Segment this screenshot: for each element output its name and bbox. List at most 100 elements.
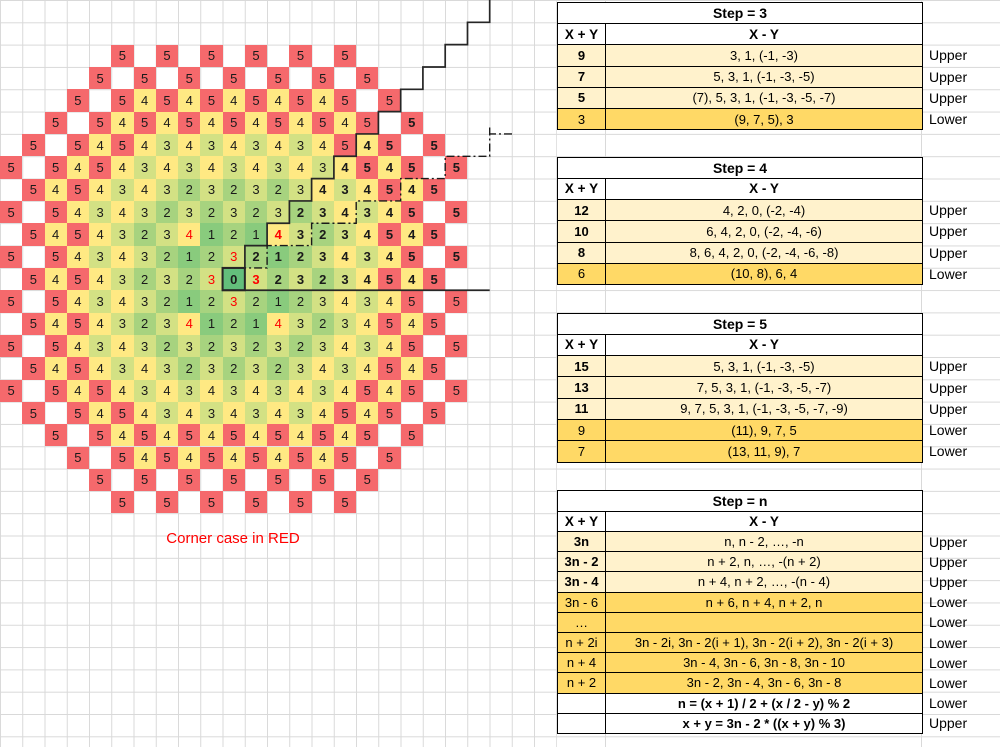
grid-cell[interactable]: 4 — [155, 379, 179, 402]
grid-cell[interactable]: 4 — [244, 111, 268, 134]
grid-cell[interactable]: 4 — [155, 156, 179, 179]
grid-cell[interactable]: 5 — [89, 468, 112, 492]
grid-cell[interactable]: 5 — [178, 468, 201, 492]
xy-cell[interactable] — [557, 712, 606, 734]
grid-cell[interactable]: 5 — [222, 424, 245, 447]
grid-cell[interactable]: 4 — [200, 379, 223, 402]
xy-cell[interactable]: n + 2 — [557, 672, 606, 694]
grid-cell[interactable]: 5 — [200, 44, 223, 67]
grid-cell[interactable]: 5 — [44, 245, 67, 268]
grid-cell[interactable]: 2 — [222, 357, 245, 380]
grid-cell[interactable]: 4 — [333, 334, 357, 358]
grid-cell[interactable]: 4 — [378, 334, 401, 358]
grid-cell[interactable]: 4 — [378, 156, 401, 179]
grid-cell[interactable]: 2 — [155, 290, 179, 313]
grid-cell[interactable]: 5 — [178, 424, 201, 447]
grid-cell[interactable]: 5 — [155, 44, 179, 67]
grid-cell[interactable]: 4 — [178, 312, 201, 335]
grid-cell[interactable]: 5 — [155, 446, 179, 469]
grid-cell[interactable]: 3 — [222, 245, 245, 268]
grid-cell[interactable]: 4 — [133, 357, 156, 380]
grid-cell[interactable]: 2 — [289, 290, 312, 313]
grid-cell[interactable]: 3 — [289, 178, 312, 201]
grid-cell[interactable]: 4 — [311, 357, 334, 380]
grid-cell[interactable]: 3 — [89, 245, 112, 268]
grid-cell[interactable]: 4 — [89, 312, 112, 335]
column-header-xy[interactable]: X + Y — [557, 23, 606, 46]
grid-cell[interactable]: 5 — [44, 200, 67, 224]
grid-cell[interactable]: 2 — [178, 357, 201, 380]
grid-cell[interactable]: 4 — [44, 267, 67, 291]
grid-cell[interactable]: 4 — [378, 245, 401, 268]
grid-cell[interactable]: 5 — [400, 424, 423, 447]
grid-cell[interactable]: 4 — [333, 379, 357, 402]
grid-cell[interactable]: 4 — [44, 223, 67, 246]
grid-cell[interactable]: 3 — [289, 401, 312, 425]
grid-cell[interactable]: 4 — [289, 424, 312, 447]
grid-cell[interactable]: 5 — [89, 111, 112, 134]
grid-cell[interactable]: 4 — [133, 446, 156, 469]
grid-cell[interactable]: 2 — [155, 200, 179, 224]
grid-cell[interactable]: 2 — [244, 334, 268, 358]
grid-cell[interactable]: 4 — [89, 357, 112, 380]
grid-cell[interactable]: 1 — [200, 223, 223, 246]
grid-cell[interactable]: 3 — [289, 133, 312, 157]
grid-cell[interactable]: 5 — [66, 312, 90, 335]
xy-cell[interactable]: n + 4 — [557, 652, 606, 674]
x-minus-y-cell[interactable]: (9, 7, 5), 3 — [605, 107, 923, 131]
grid-cell[interactable]: 5 — [378, 446, 401, 469]
x-minus-y-cell[interactable]: 3n - 2, 3n - 4, 3n - 6, 3n - 8 — [605, 672, 923, 694]
grid-cell[interactable]: 1 — [244, 312, 268, 335]
grid-cell[interactable]: 4 — [311, 446, 334, 469]
x-minus-y-cell[interactable]: n + 2, n, …, -(n + 2) — [605, 551, 923, 573]
grid-cell[interactable]: 3 — [111, 357, 134, 380]
x-minus-y-cell[interactable]: (13, 11, 9), 7 — [605, 440, 923, 463]
grid-cell[interactable]: 4 — [155, 424, 179, 447]
grid-cell[interactable]: 4 — [333, 156, 357, 179]
grid-cell[interactable]: 2 — [155, 245, 179, 268]
grid-cell[interactable]: 4 — [400, 178, 423, 201]
grid-cell[interactable]: 3 — [311, 334, 334, 358]
corner-case-caption[interactable]: Corner case in RED — [166, 530, 300, 547]
grid-cell[interactable]: 5 — [445, 334, 468, 358]
grid-cell[interactable]: 5 — [155, 491, 179, 514]
grid-cell[interactable]: 3 — [356, 245, 379, 268]
xy-cell[interactable]: 11 — [557, 397, 606, 420]
xy-cell[interactable]: 3n - 4 — [557, 571, 606, 593]
grid-cell[interactable]: 4 — [267, 401, 290, 425]
grid-cell[interactable]: 4 — [66, 290, 90, 313]
grid-cell[interactable]: 5 — [400, 156, 423, 179]
grid-cell[interactable]: 2 — [200, 245, 223, 268]
xy-cell[interactable]: 5 — [557, 86, 606, 109]
grid-cell[interactable]: 5 — [0, 334, 23, 358]
grid-cell[interactable]: 4 — [66, 334, 90, 358]
grid-cell[interactable]: 4 — [356, 312, 379, 335]
grid-cell[interactable]: 5 — [356, 111, 379, 134]
x-minus-y-cell[interactable]: 3n - 4, 3n - 6, 3n - 8, 3n - 10 — [605, 652, 923, 674]
grid-cell[interactable]: 5 — [400, 200, 423, 224]
grid-cell[interactable]: 3 — [244, 401, 268, 425]
grid-cell[interactable]: 4 — [111, 156, 134, 179]
grid-cell[interactable]: 2 — [267, 267, 290, 291]
grid-cell[interactable]: 4 — [66, 245, 90, 268]
grid-cell[interactable]: 3 — [311, 379, 334, 402]
grid-cell[interactable]: 3 — [111, 312, 134, 335]
grid-cell[interactable]: 4 — [222, 133, 245, 157]
grid-cell[interactable]: 1 — [200, 312, 223, 335]
grid-cell[interactable]: 4 — [111, 290, 134, 313]
grid-cell[interactable]: 4 — [111, 334, 134, 358]
grid-cell[interactable]: 3 — [222, 379, 245, 402]
grid-cell[interactable]: 5 — [400, 111, 423, 134]
grid-cell[interactable]: 5 — [133, 468, 156, 492]
x-minus-y-cell[interactable]: (10, 8), 6, 4 — [605, 262, 923, 285]
grid-cell[interactable]: 2 — [267, 357, 290, 380]
grid-cell[interactable]: 3 — [155, 312, 179, 335]
xy-cell[interactable]: 3 — [557, 107, 606, 131]
xy-cell[interactable] — [557, 692, 606, 714]
grid-cell[interactable]: 5 — [356, 66, 379, 90]
xy-cell[interactable]: 15 — [557, 355, 606, 378]
grid-cell[interactable]: 5 — [133, 424, 156, 447]
grid-cell[interactable]: 5 — [267, 468, 290, 492]
grid-cell[interactable]: 2 — [289, 200, 312, 224]
grid-cell[interactable]: 1 — [178, 245, 201, 268]
